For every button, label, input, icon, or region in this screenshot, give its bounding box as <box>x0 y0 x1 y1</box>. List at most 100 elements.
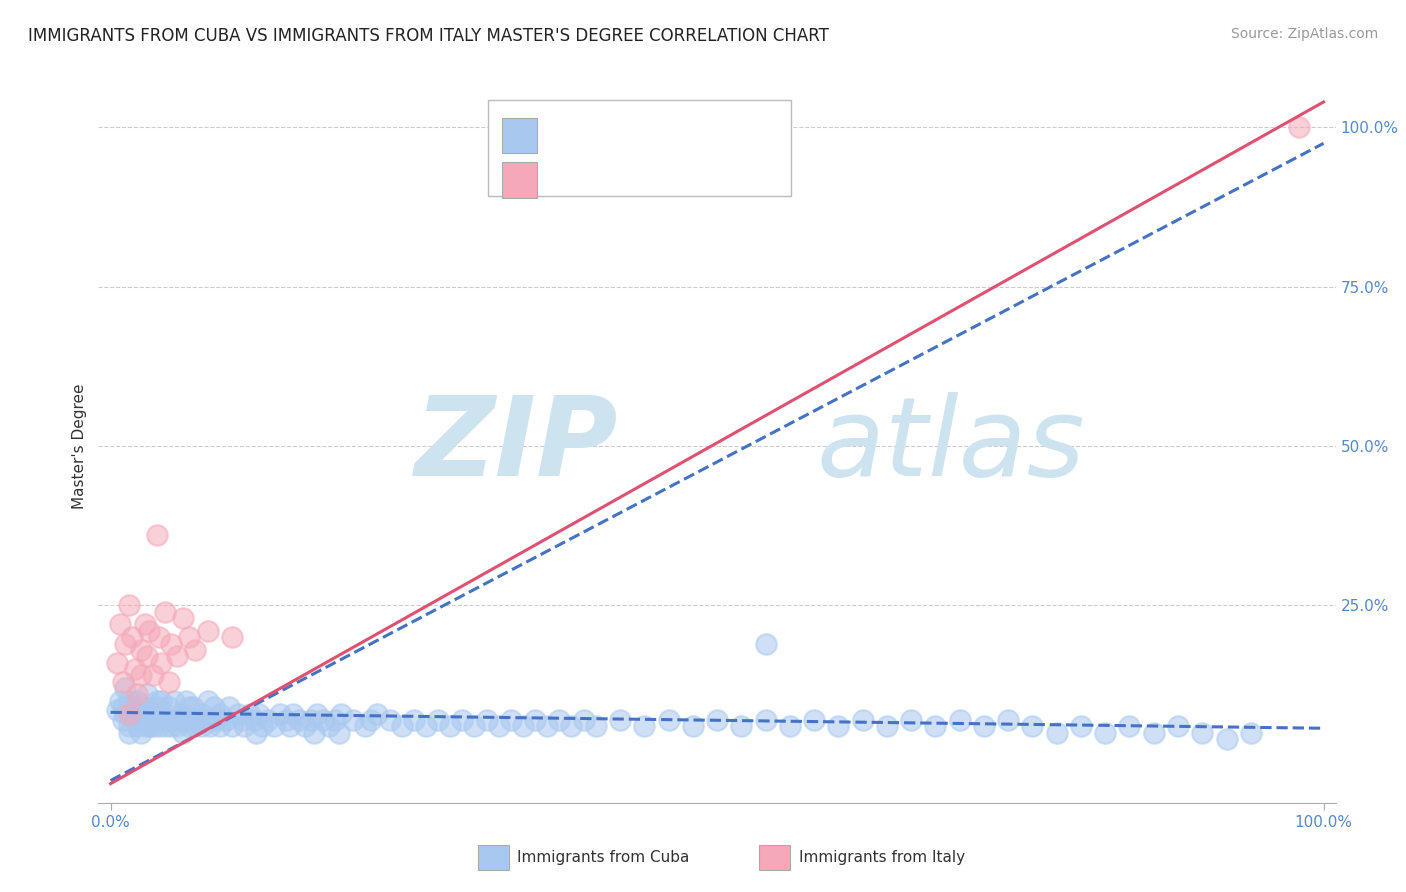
Point <box>124 713 146 727</box>
Point <box>197 694 219 708</box>
Point <box>755 713 778 727</box>
Point <box>153 719 176 733</box>
Point <box>207 713 229 727</box>
Point <box>475 713 498 727</box>
Point <box>111 713 134 727</box>
Point <box>803 713 825 727</box>
Point <box>391 719 413 733</box>
Point <box>138 719 160 733</box>
Text: ZIP: ZIP <box>415 392 619 500</box>
Point <box>162 694 184 708</box>
Point <box>536 719 558 733</box>
Point <box>148 719 170 733</box>
Point <box>1094 725 1116 739</box>
Point <box>105 656 128 670</box>
Point <box>162 713 184 727</box>
Text: Immigrants from Cuba: Immigrants from Cuba <box>517 850 690 864</box>
Point <box>499 713 522 727</box>
Point <box>190 706 212 721</box>
Point <box>129 725 152 739</box>
Point <box>263 719 285 733</box>
Point <box>142 700 165 714</box>
Point <box>198 719 221 733</box>
Text: N =: N = <box>650 127 697 145</box>
Point <box>208 706 231 721</box>
Point <box>221 719 243 733</box>
Point <box>439 719 461 733</box>
Point <box>166 649 188 664</box>
Point <box>142 713 165 727</box>
Point <box>1143 725 1166 739</box>
Point <box>304 725 326 739</box>
Point <box>118 725 141 739</box>
Point <box>136 706 159 721</box>
Point <box>215 713 238 727</box>
Point <box>170 713 193 727</box>
Point <box>136 688 159 702</box>
Point <box>187 713 209 727</box>
Point <box>118 719 141 733</box>
Point <box>730 719 752 733</box>
Point <box>174 713 197 727</box>
Point <box>294 719 316 733</box>
Point <box>172 611 194 625</box>
Text: 28: 28 <box>695 171 724 189</box>
Point <box>706 713 728 727</box>
Point <box>197 624 219 638</box>
Text: R =: R = <box>548 127 585 145</box>
Point <box>150 694 173 708</box>
Text: Immigrants from Italy: Immigrants from Italy <box>799 850 965 864</box>
Point <box>633 719 655 733</box>
Point <box>451 713 474 727</box>
Point <box>121 700 143 714</box>
Point <box>114 706 136 721</box>
Point <box>118 599 141 613</box>
Point <box>342 713 364 727</box>
Point <box>157 700 180 714</box>
Point <box>121 630 143 644</box>
Point <box>1191 725 1213 739</box>
Point <box>226 706 249 721</box>
Point <box>488 719 510 733</box>
Point <box>134 719 156 733</box>
Point <box>170 706 193 721</box>
Point <box>179 700 201 714</box>
Point <box>129 668 152 682</box>
Point <box>997 713 1019 727</box>
Point <box>121 706 143 721</box>
Point <box>105 703 128 717</box>
Point <box>110 617 132 632</box>
Text: R =: R = <box>548 171 591 189</box>
Point <box>524 713 547 727</box>
Point <box>328 725 350 739</box>
Point <box>179 719 201 733</box>
Point <box>202 700 225 714</box>
Point <box>548 713 571 727</box>
Point <box>287 713 309 727</box>
Point <box>127 694 149 708</box>
Point <box>876 719 898 733</box>
Point <box>323 713 346 727</box>
Point <box>1288 120 1310 135</box>
Point <box>276 713 298 727</box>
Point <box>269 706 291 721</box>
Point <box>366 706 388 721</box>
Point <box>1215 732 1237 747</box>
Point <box>145 706 167 721</box>
Text: Source: ZipAtlas.com: Source: ZipAtlas.com <box>1230 27 1378 41</box>
Point <box>181 713 204 727</box>
Point <box>657 713 679 727</box>
Point <box>184 643 207 657</box>
Point <box>148 700 170 714</box>
Point <box>118 706 141 721</box>
Point <box>1240 725 1263 739</box>
Point <box>160 636 183 650</box>
Point <box>299 713 322 727</box>
Point <box>250 719 273 733</box>
Point <box>609 713 631 727</box>
Point <box>1021 719 1043 733</box>
Point <box>585 719 607 733</box>
Point <box>136 649 159 664</box>
Point <box>129 700 152 714</box>
Point <box>1046 725 1069 739</box>
